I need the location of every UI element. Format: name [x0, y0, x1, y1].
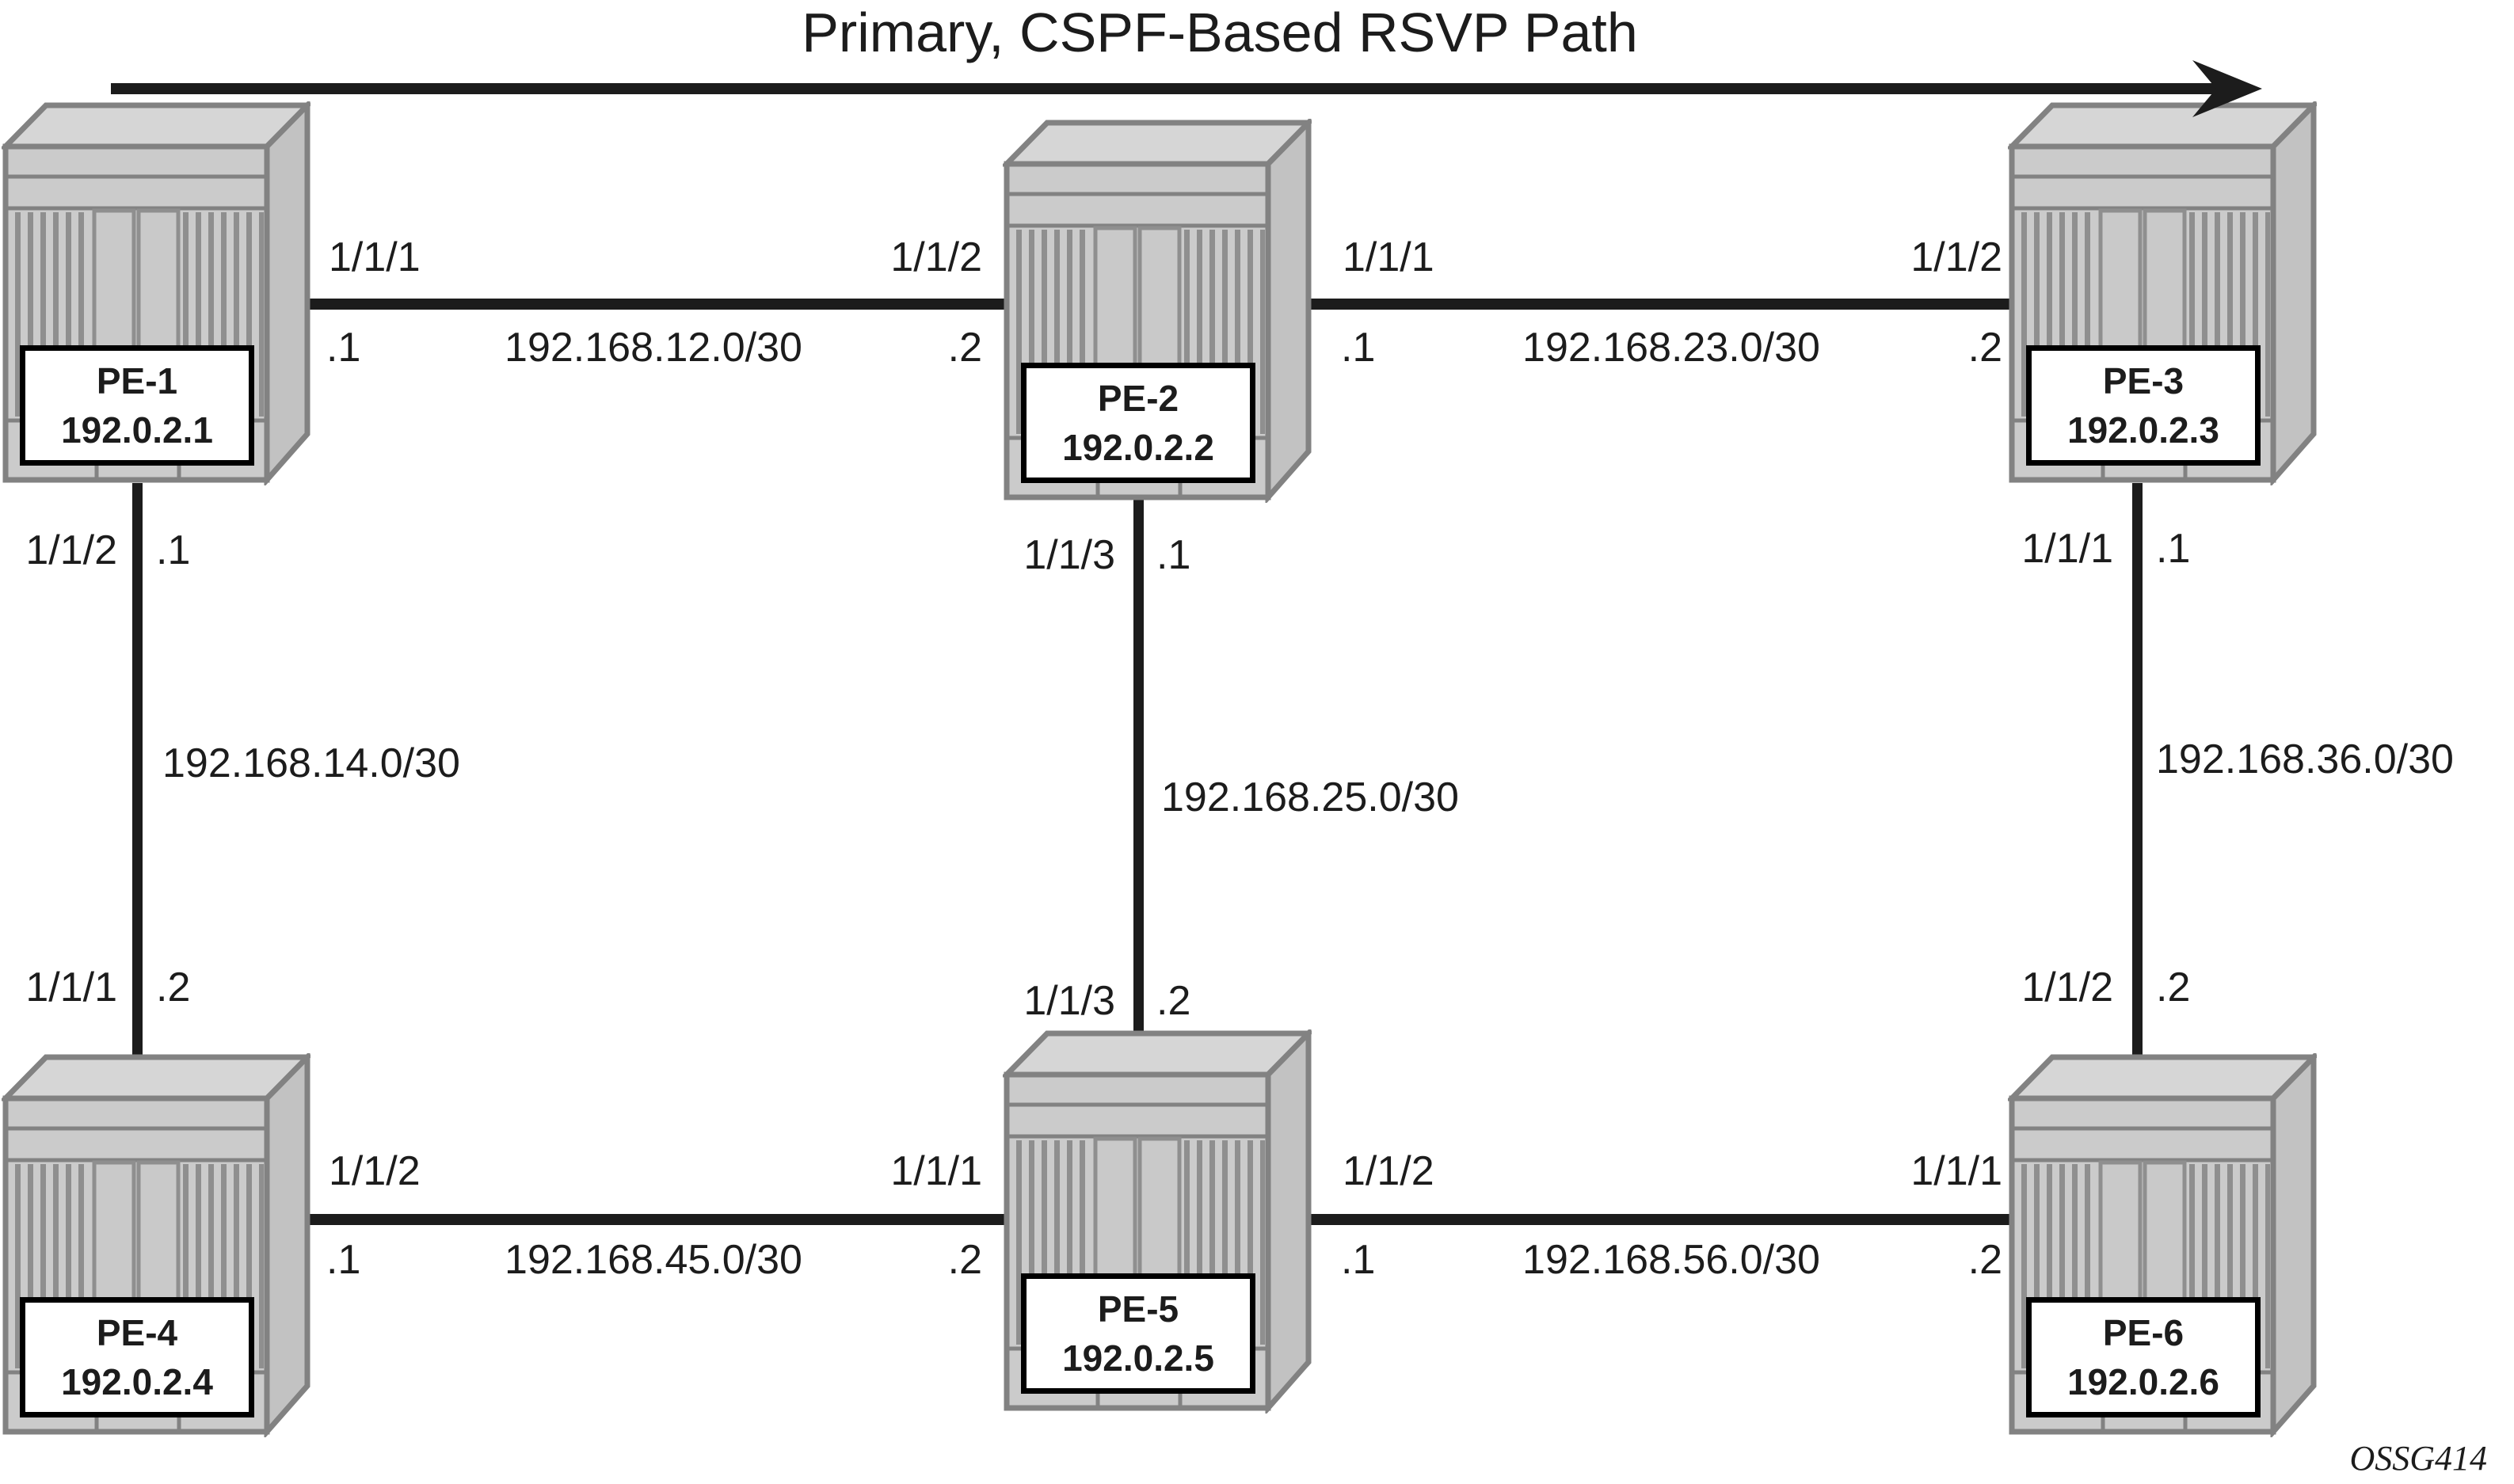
- node-label-pe1: PE-1 192.0.2.1: [20, 345, 254, 466]
- node-ip: 192.0.2.4: [61, 1361, 213, 1402]
- figure-code: OSSG414: [2349, 1439, 2487, 1478]
- subnet-label: 192.168.36.0/30: [2156, 736, 2454, 782]
- node-ip: 192.0.2.3: [2067, 409, 2219, 451]
- interface-address: .1: [1341, 325, 1376, 371]
- node-label-pe6: PE-6 192.0.2.6: [2026, 1297, 2261, 1417]
- node-ip: 192.0.2.6: [2067, 1361, 2219, 1402]
- interface-address: .2: [1156, 978, 1191, 1024]
- node-ip: 192.0.2.1: [61, 409, 213, 451]
- port-label: 1/1/3: [1023, 978, 1115, 1024]
- interface-address: .1: [156, 527, 191, 573]
- port-label: 1/1/1: [1343, 234, 1434, 280]
- interface-address: .1: [2156, 526, 2191, 572]
- port-label: 1/1/2: [890, 234, 982, 280]
- interface-address: .2: [1967, 325, 2002, 371]
- node-ip: 192.0.2.2: [1062, 427, 1214, 468]
- interface-address: .2: [2156, 965, 2191, 1010]
- interface-address: .2: [1967, 1237, 2002, 1283]
- node-label-pe5: PE-5 192.0.2.5: [1021, 1273, 1255, 1394]
- subnet-label: 192.168.12.0/30: [505, 325, 802, 371]
- port-label: 1/1/2: [25, 527, 117, 573]
- subnet-label: 192.168.23.0/30: [1522, 325, 1820, 371]
- node-name: PE-3: [2102, 360, 2185, 401]
- port-label: 1/1/3: [1023, 532, 1115, 578]
- node-name: PE-1: [96, 360, 178, 401]
- router-pe5: PE-5 192.0.2.5: [1003, 1029, 1312, 1414]
- subnet-label: 192.168.45.0/30: [505, 1237, 802, 1283]
- link-pe1-pe4-line: [132, 483, 143, 1101]
- port-label: 1/1/1: [25, 965, 117, 1010]
- subnet-label: 192.168.25.0/30: [1161, 774, 1459, 820]
- router-pe3: PE-3 192.0.2.3: [2008, 101, 2317, 485]
- interface-address: .1: [326, 325, 361, 371]
- node-name: PE-2: [1097, 378, 1179, 419]
- router-pe1: PE-1 192.0.2.1: [2, 101, 310, 485]
- interface-address: .2: [156, 965, 191, 1010]
- port-label: 1/1/2: [1910, 234, 2002, 280]
- port-label: 1/1/2: [329, 1148, 421, 1194]
- interface-address: .2: [947, 1237, 982, 1283]
- port-label: 1/1/1: [890, 1148, 982, 1194]
- router-pe4: PE-4 192.0.2.4: [2, 1053, 310, 1437]
- node-label-pe4: PE-4 192.0.2.4: [20, 1297, 254, 1417]
- link-pe2-pe5-line: [1133, 497, 1144, 1077]
- interface-address: .1: [1156, 532, 1191, 578]
- router-pe2: PE-2 192.0.2.2: [1003, 119, 1312, 503]
- port-label: 1/1/2: [1343, 1148, 1434, 1194]
- interface-address: .1: [1341, 1237, 1376, 1283]
- subnet-label: 192.168.14.0/30: [162, 740, 460, 786]
- diagram-title: Primary, CSPF-Based RSVP Path: [802, 2, 1638, 63]
- node-name: PE-6: [2102, 1312, 2185, 1353]
- node-name: PE-5: [1097, 1288, 1179, 1330]
- subnet-label: 192.168.56.0/30: [1522, 1237, 1820, 1283]
- interface-address: .2: [947, 325, 982, 371]
- link-pe2-pe3-line: [1299, 299, 2036, 310]
- link-pe1-pe2-line: [285, 299, 1030, 310]
- port-label: 1/1/1: [2021, 526, 2113, 572]
- node-name: PE-4: [96, 1312, 178, 1353]
- node-label-pe2: PE-2 192.0.2.2: [1021, 363, 1255, 483]
- router-pe6: PE-6 192.0.2.6: [2008, 1053, 2317, 1437]
- port-label: 1/1/1: [1910, 1148, 2002, 1194]
- node-ip: 192.0.2.5: [1062, 1338, 1214, 1379]
- node-label-pe3: PE-3 192.0.2.3: [2026, 345, 2261, 466]
- link-pe4-pe5-line: [293, 1214, 1030, 1225]
- link-pe3-pe6-line: [2132, 483, 2143, 1101]
- port-label: 1/1/2: [2021, 965, 2113, 1010]
- interface-address: .1: [326, 1237, 361, 1283]
- link-pe5-pe6-line: [1299, 1214, 2036, 1225]
- port-label: 1/1/1: [329, 234, 421, 280]
